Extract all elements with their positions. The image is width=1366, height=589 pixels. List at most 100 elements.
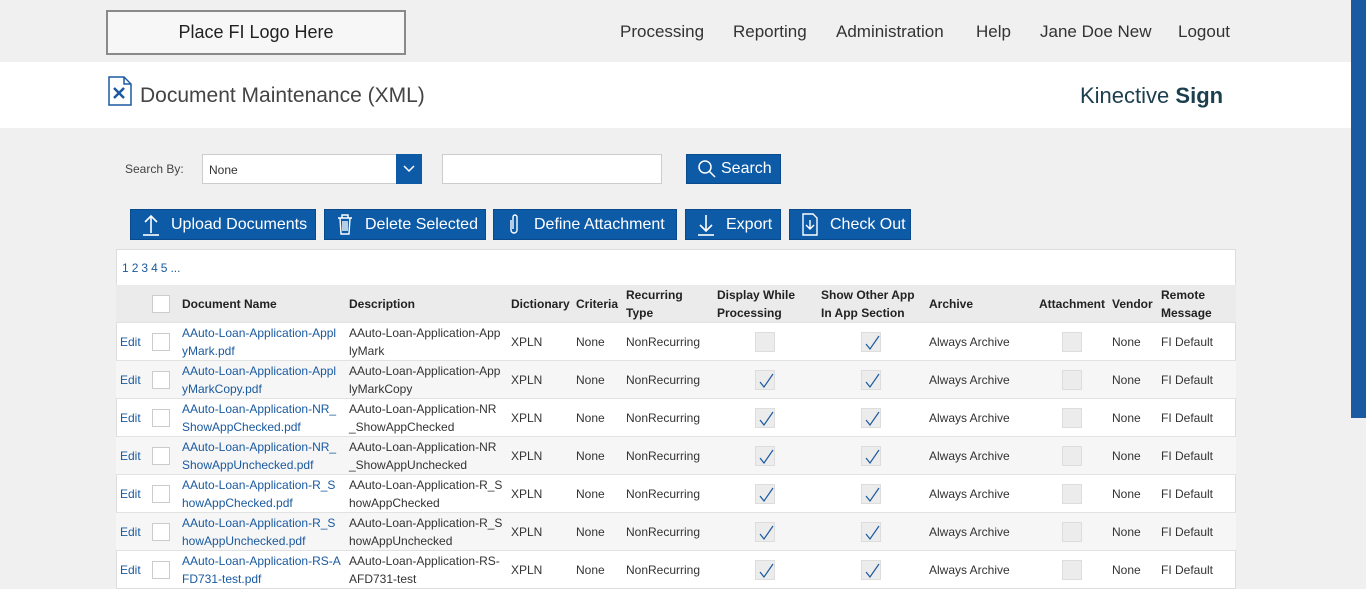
flag-checkbox — [861, 445, 881, 466]
search-text: Search — [721, 160, 772, 177]
page-link[interactable]: 5 — [160, 261, 168, 275]
recurring-type: NonRecurring — [622, 360, 713, 399]
column-header: Display While Processing — [713, 285, 817, 323]
flag-checkbox — [861, 407, 881, 428]
flag-cell — [713, 398, 817, 437]
archive: Always Archive — [925, 360, 1035, 399]
nav-link[interactable]: Administration — [836, 22, 944, 41]
remote-message: FI Default — [1157, 398, 1236, 437]
table-row: Edit AAuto-Loan-Application-NR_ShowAppUnc… — [116, 436, 1236, 475]
nav-link[interactable]: Logout — [1178, 22, 1230, 41]
select-cell — [148, 512, 178, 551]
flag-checkbox — [1061, 331, 1082, 352]
page-link[interactable]: ... — [170, 261, 181, 275]
column-header: Recurring Type — [622, 285, 713, 323]
archive: Always Archive — [925, 436, 1035, 475]
edit-link[interactable]: Edit — [116, 512, 148, 551]
row-checkbox[interactable] — [152, 484, 170, 503]
edit-link[interactable]: Edit — [116, 322, 148, 361]
document-name[interactable]: AAuto-Loan-Application-RS-AFD731-test.pd… — [178, 550, 345, 588]
column-header: Description — [345, 285, 507, 323]
flag-checkbox — [1061, 483, 1082, 504]
edit-link[interactable]: Edit — [116, 474, 148, 513]
remote-message: FI Default — [1157, 322, 1236, 361]
nav-link[interactable]: Jane Doe New — [1040, 22, 1152, 41]
dictionary: XPLN — [507, 550, 572, 588]
document-name[interactable]: AAuto-Loan-Application-ApplyMark.pdf — [178, 322, 345, 361]
page-link[interactable]: 1 — [122, 261, 129, 275]
search-button[interactable]: Search — [686, 154, 781, 184]
scrollbar[interactable] — [1351, 0, 1366, 418]
edit-link[interactable]: Edit — [116, 398, 148, 437]
search-input[interactable] — [442, 154, 662, 184]
toolbar-button[interactable]: Define Attachment — [493, 209, 677, 240]
toolbar-button[interactable]: Upload Documents — [130, 209, 316, 240]
toolbar-button[interactable]: Check Out — [789, 209, 911, 240]
select-cell — [148, 398, 178, 437]
document-name[interactable]: AAuto-Loan-Application-NR_ShowAppUncheck… — [178, 436, 345, 475]
edit-link[interactable]: Edit — [116, 360, 148, 399]
edit-link[interactable]: Edit — [116, 436, 148, 475]
row-checkbox[interactable] — [152, 370, 170, 389]
select-cell — [148, 474, 178, 513]
flag-checkbox — [1061, 521, 1082, 542]
document-name[interactable]: AAuto-Loan-Application-NR_ShowAppChecked… — [178, 398, 345, 437]
vendor: None — [1108, 550, 1157, 588]
row-checkbox[interactable] — [152, 332, 170, 351]
toolbar-button[interactable]: Export — [685, 209, 781, 240]
flag-checkbox — [1061, 445, 1082, 466]
document-name[interactable]: AAuto-Loan-Application-R_ShowAppChecked.… — [178, 474, 345, 513]
row-checkbox[interactable] — [152, 522, 170, 541]
flag-checkbox — [755, 521, 775, 542]
flag-cell — [817, 436, 925, 475]
flag-cell — [817, 322, 925, 361]
nav-link[interactable]: Help — [976, 22, 1011, 41]
remote-message: FI Default — [1157, 550, 1236, 588]
search-select[interactable]: None — [202, 154, 422, 184]
flag-cell — [713, 436, 817, 475]
document-name[interactable]: AAuto-Loan-Application-ApplyMarkCopy.pdf — [178, 360, 345, 399]
remote-message: FI Default — [1157, 474, 1236, 513]
edit-link[interactable]: Edit — [116, 550, 148, 588]
flag-checkbox — [861, 331, 881, 352]
criteria: None — [572, 474, 622, 513]
criteria: None — [572, 512, 622, 551]
archive: Always Archive — [925, 474, 1035, 513]
document-name[interactable]: AAuto-Loan-Application-R_ShowAppUnchecke… — [178, 512, 345, 551]
criteria: None — [572, 360, 622, 399]
recurring-type: NonRecurring — [622, 322, 713, 361]
archive: Always Archive — [925, 398, 1035, 437]
recurring-type: NonRecurring — [622, 398, 713, 437]
page-link[interactable]: 3 — [141, 261, 149, 275]
pagination: 1 2 3 4 5... — [122, 261, 183, 275]
flag-cell — [817, 550, 925, 588]
nav-link[interactable]: Reporting — [733, 22, 807, 41]
criteria: None — [572, 436, 622, 475]
flag-checkbox — [755, 407, 775, 428]
row-checkbox[interactable] — [152, 446, 170, 465]
remote-message: FI Default — [1157, 512, 1236, 551]
page-link[interactable]: 2 — [131, 261, 139, 275]
check-mark — [865, 563, 880, 578]
select-cell — [148, 360, 178, 399]
select-all[interactable] — [152, 294, 170, 313]
column-header: Vendor — [1108, 285, 1157, 323]
page-link[interactable]: 4 — [151, 261, 158, 275]
button-label: Upload Documents — [171, 215, 308, 233]
nav-link[interactable]: Processing — [620, 22, 705, 41]
flag-cell — [1035, 322, 1108, 361]
recurring-type: NonRecurring — [622, 512, 713, 551]
header-row: Document Name Description Dictionary Criter… — [116, 285, 1236, 323]
dictionary: XPLN — [507, 436, 572, 475]
toolbar-button[interactable]: Delete Selected — [324, 209, 486, 240]
flag-checkbox — [861, 559, 881, 580]
select-value: None — [209, 163, 238, 177]
dictionary: XPLN — [507, 322, 572, 361]
button-label: Delete Selected — [365, 215, 478, 233]
row-checkbox[interactable] — [152, 560, 170, 579]
dictionary: XPLN — [507, 474, 572, 513]
row-checkbox[interactable] — [152, 408, 170, 427]
remote-message: FI Default — [1157, 360, 1236, 399]
column-header: Archive — [925, 285, 1035, 323]
flag-cell — [817, 512, 925, 551]
